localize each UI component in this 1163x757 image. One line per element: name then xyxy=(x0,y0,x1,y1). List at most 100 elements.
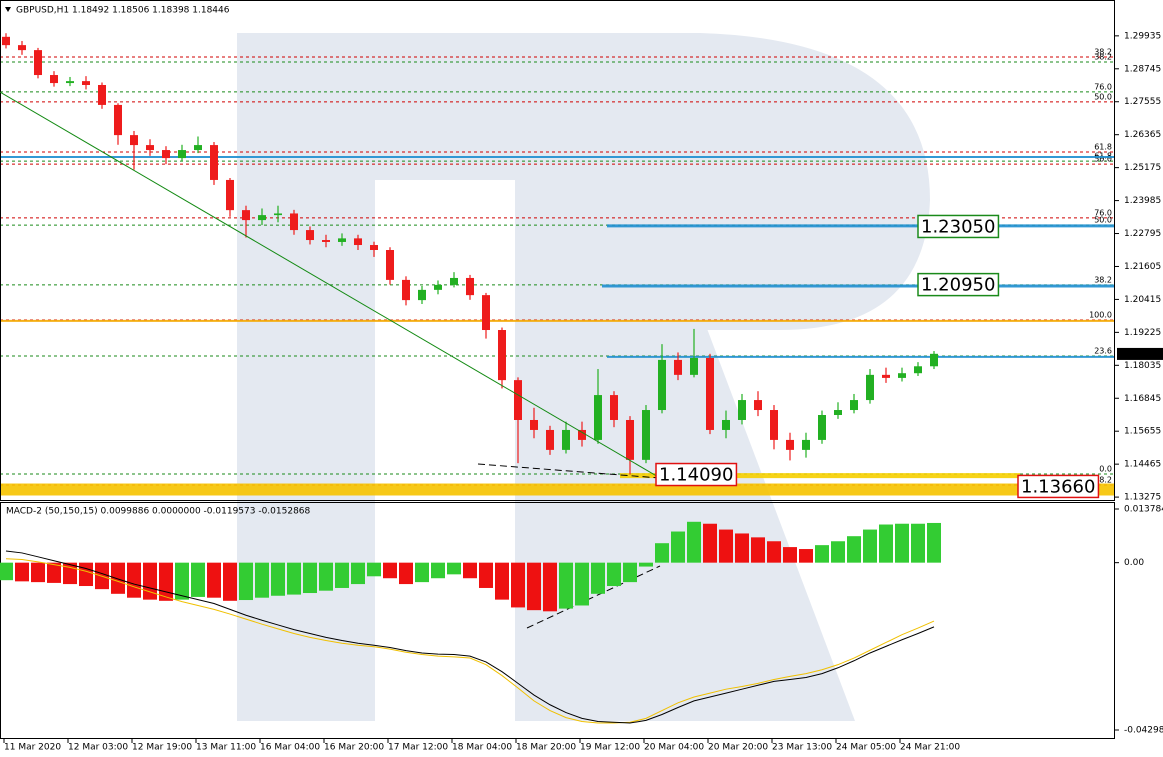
macd-bar xyxy=(719,529,733,563)
y-tick-label: 1.29935 xyxy=(1124,31,1161,41)
macd-bar xyxy=(351,562,365,585)
level-label: 138.2 xyxy=(1089,476,1112,485)
candle-body xyxy=(418,289,426,301)
x-tick-label: 12 Mar 19:00 xyxy=(132,743,192,753)
candle-body xyxy=(402,279,410,301)
candle-body xyxy=(562,429,570,450)
y-tick-label: 1.21605 xyxy=(1124,262,1161,272)
macd-bar xyxy=(367,562,381,577)
y-tick-label: 1.19225 xyxy=(1124,328,1161,338)
y-tick-label: 1.16845 xyxy=(1124,394,1161,404)
macd-bar xyxy=(783,547,797,563)
macd-bar xyxy=(239,562,253,601)
y-tick-label: 1.20415 xyxy=(1124,295,1161,305)
price-annotation: 1.23050 xyxy=(917,214,1000,239)
main-frame xyxy=(0,0,1115,501)
candle-body xyxy=(338,238,346,242)
level-label: 76.0 xyxy=(1094,208,1112,217)
candle-body xyxy=(306,230,314,241)
macd-bar xyxy=(735,533,749,563)
candle-body xyxy=(914,366,922,374)
candle-body xyxy=(578,429,586,440)
macd-bar xyxy=(799,549,813,563)
price-annotation: 1.13660 xyxy=(1017,474,1100,499)
main-panel: 38.238.276.050.061.861.850.076.050.038.2… xyxy=(0,33,1115,496)
candle-body xyxy=(130,135,138,146)
macd-line xyxy=(5,558,935,724)
x-tick-label: 18 Mar 20:00 xyxy=(516,743,576,753)
macd-bar xyxy=(303,562,317,594)
macd-bar xyxy=(655,543,669,563)
candle-body xyxy=(210,145,218,180)
macd-bar xyxy=(591,562,605,594)
macd-bar xyxy=(15,562,29,582)
candle-body xyxy=(290,213,298,231)
x-tick-label: 20 Mar 04:00 xyxy=(644,743,704,753)
level-label: 38.2 xyxy=(1094,48,1112,57)
level-label: 38.2 xyxy=(1094,275,1112,284)
x-tick-label: 24 Mar 21:00 xyxy=(900,743,960,753)
macd-bar xyxy=(639,562,653,567)
candle-body xyxy=(658,359,666,411)
macd-bar xyxy=(863,529,877,563)
candle-body xyxy=(546,429,554,450)
macd-bar xyxy=(479,562,493,588)
candle-body xyxy=(146,145,154,151)
candle-body xyxy=(770,410,778,440)
x-tick-label: 13 Mar 11:00 xyxy=(196,743,256,753)
macd-bar xyxy=(255,562,269,598)
candle-body xyxy=(482,295,490,331)
y-tick-label: 1.15655 xyxy=(1124,427,1161,437)
chart-title: GBPUSD,H1 1.18492 1.18506 1.18398 1.1844… xyxy=(16,6,230,16)
y-tick-label: 1.18035 xyxy=(1124,361,1161,371)
macd-bar xyxy=(895,523,909,563)
macd-bar xyxy=(831,541,845,563)
macd-bar xyxy=(671,531,685,563)
annotation-label: 1.23050 xyxy=(921,216,995,237)
x-tick-label: 16 Mar 04:00 xyxy=(260,743,320,753)
macd-bar xyxy=(543,562,557,612)
level-label: 61.8 xyxy=(1094,142,1112,151)
macd-bar xyxy=(223,562,237,601)
y-tick-label: 1.26365 xyxy=(1124,130,1161,140)
candle-body xyxy=(706,357,714,430)
candle-body xyxy=(690,357,698,375)
macd-bar xyxy=(687,521,701,563)
macd-bar xyxy=(415,562,429,583)
macd-bar xyxy=(527,562,541,611)
candle-body xyxy=(2,36,10,46)
x-tick-label: 20 Mar 20:00 xyxy=(708,743,768,753)
candle-body xyxy=(466,277,474,296)
annotation-box xyxy=(917,272,1000,297)
macd-y-tick-label: 0.00 xyxy=(1124,558,1144,568)
x-tick-label: 16 Mar 20:00 xyxy=(324,743,384,753)
candle-body xyxy=(66,81,74,84)
annotation-label: 1.20950 xyxy=(921,275,995,296)
candle-body xyxy=(514,380,522,420)
candle-body xyxy=(626,419,634,460)
level-label: 76.0 xyxy=(1094,82,1112,91)
candle-body xyxy=(754,400,762,411)
candle-body xyxy=(274,213,282,216)
dashed-line xyxy=(477,463,661,479)
candle-body xyxy=(98,84,106,105)
candle-body xyxy=(82,81,90,85)
trendline xyxy=(0,91,661,479)
candle-body xyxy=(802,439,810,450)
candle-body xyxy=(34,50,42,76)
level-label: 50.0 xyxy=(1094,155,1112,164)
x-tick-label: 19 Mar 12:00 xyxy=(580,743,640,753)
annotation-label: 1.13660 xyxy=(1021,476,1095,497)
x-tick-label: 17 Mar 12:00 xyxy=(388,743,448,753)
candle-body xyxy=(194,145,202,151)
macd-bar xyxy=(127,562,141,598)
y-tick-label: 1.23985 xyxy=(1124,196,1161,206)
menu-arrow xyxy=(5,7,11,12)
candle-body xyxy=(930,353,938,367)
last-price-label: 1.18446 xyxy=(1121,349,1158,359)
candle-body xyxy=(882,374,890,378)
macd-bar xyxy=(447,562,461,575)
macd-bar xyxy=(399,562,413,585)
candle-body xyxy=(898,373,906,378)
